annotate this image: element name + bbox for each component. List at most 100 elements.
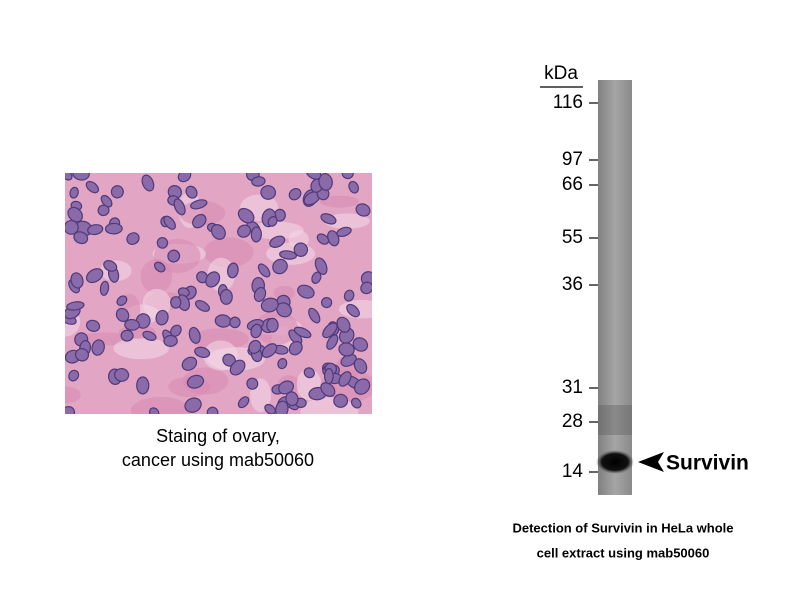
nucleus xyxy=(97,204,110,217)
nucleus xyxy=(116,295,128,307)
nucleus xyxy=(103,260,118,272)
nucleus xyxy=(91,339,105,356)
nucleus xyxy=(277,358,288,370)
nucleus xyxy=(206,406,219,414)
nucleus xyxy=(73,231,89,245)
nucleus xyxy=(85,268,104,284)
nucleus xyxy=(261,343,278,358)
nucleus xyxy=(192,213,207,229)
band-arrow xyxy=(638,452,664,472)
nucleus xyxy=(297,284,315,299)
nucleus xyxy=(316,233,330,245)
blot-caption: cell extract using mab50060 xyxy=(537,545,710,560)
blot-band xyxy=(596,450,634,474)
nucleus xyxy=(149,407,160,414)
blot-lane xyxy=(598,80,632,495)
nucleus xyxy=(100,194,113,208)
nucleus xyxy=(120,329,134,342)
nucleus xyxy=(293,326,312,339)
nucleus xyxy=(257,263,271,278)
nucleus xyxy=(163,215,176,230)
nucleus xyxy=(185,185,198,199)
nucleus xyxy=(336,226,352,238)
nucleus xyxy=(314,257,328,275)
nucleus xyxy=(279,250,298,260)
nucleus xyxy=(85,180,100,194)
nucleus xyxy=(69,186,79,199)
histology-caption: Staing of ovary, xyxy=(156,426,280,446)
nucleus xyxy=(188,326,201,344)
nucleus xyxy=(124,318,140,331)
nucleus xyxy=(346,303,360,318)
nucleus xyxy=(237,224,252,238)
marker-label: 97 xyxy=(562,149,583,170)
marker-label: 31 xyxy=(562,377,583,398)
nucleus xyxy=(250,226,263,243)
nucleus xyxy=(66,301,85,311)
marker-label: 55 xyxy=(562,227,583,248)
stroma xyxy=(65,386,81,404)
nucleus xyxy=(251,176,266,187)
nucleus xyxy=(323,368,334,385)
nucleus xyxy=(67,206,83,223)
nucleus xyxy=(181,356,198,371)
nucleus xyxy=(126,232,140,246)
marker-label: 66 xyxy=(562,174,583,195)
nucleus xyxy=(184,397,202,413)
stroma xyxy=(300,397,359,414)
blot-caption: Detection of Survivin in HeLa whole xyxy=(512,520,733,535)
marker-label: 36 xyxy=(562,274,583,295)
marker-label: 14 xyxy=(562,461,584,482)
nucleus xyxy=(70,272,84,289)
nucleus xyxy=(246,377,259,390)
nucleus xyxy=(320,382,336,397)
nucleus xyxy=(260,185,277,200)
nucleus xyxy=(177,173,192,183)
nucleus xyxy=(72,173,90,181)
stroma xyxy=(324,213,370,229)
nucleus xyxy=(229,316,241,329)
nucleus xyxy=(348,180,360,194)
stroma xyxy=(130,396,191,414)
nucleus xyxy=(85,319,101,332)
nucleus xyxy=(194,346,211,358)
nucleus xyxy=(333,393,349,408)
stroma xyxy=(191,328,249,350)
nucleus xyxy=(360,281,372,295)
markers: 116 97 66 55 36 31 28 14 xyxy=(553,92,598,482)
nucleus xyxy=(68,369,80,382)
nucleus xyxy=(153,261,166,273)
nucleus xyxy=(226,262,239,279)
nucleus xyxy=(173,198,186,216)
nucleus xyxy=(352,337,369,352)
nucleus xyxy=(275,400,289,414)
nucleus xyxy=(266,317,279,333)
nucleus xyxy=(353,378,371,395)
nucleus xyxy=(267,216,278,227)
nucleus xyxy=(288,187,302,201)
nucleus xyxy=(341,173,354,180)
unit-label: kDa xyxy=(544,63,578,84)
nucleus xyxy=(303,367,315,379)
nucleus xyxy=(269,235,286,248)
nucleus xyxy=(336,316,351,333)
nucleus xyxy=(253,286,267,303)
nucleus xyxy=(110,185,124,199)
nucleus xyxy=(65,173,73,181)
nucleus xyxy=(65,219,79,235)
nucleus xyxy=(260,297,279,313)
nucleus xyxy=(237,396,250,409)
blot-lane-sheen xyxy=(598,80,632,495)
nucleus xyxy=(99,280,110,296)
nucleus xyxy=(322,322,338,339)
nucleus xyxy=(170,324,182,337)
nucleus xyxy=(272,258,288,275)
nucleus xyxy=(205,271,221,288)
nucleus xyxy=(343,289,355,302)
nucleus xyxy=(305,173,322,180)
nucleus xyxy=(288,340,303,356)
nucleus xyxy=(248,339,262,354)
nucleus xyxy=(326,334,339,350)
nucleus xyxy=(115,307,130,323)
